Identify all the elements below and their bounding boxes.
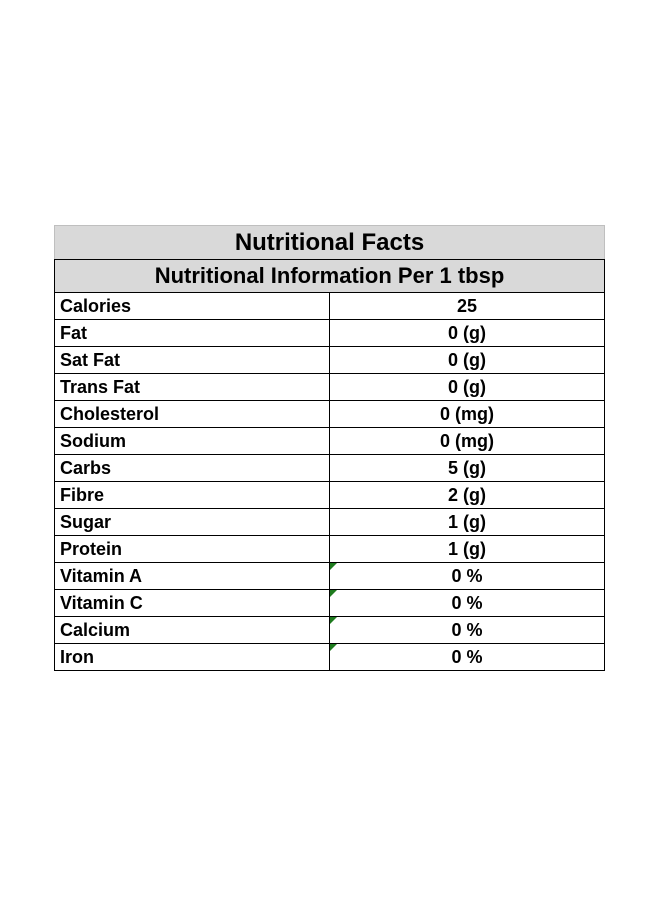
table-row: Fibre 2 (g): [54, 481, 605, 509]
table-row: Sat Fat 0 (g): [54, 346, 605, 374]
nutrient-value: 0 (mg): [440, 403, 494, 424]
table-row: Protein 1 (g): [54, 535, 605, 563]
nutrient-name: Fat: [54, 319, 330, 347]
nutrient-value: 0 %: [451, 619, 483, 640]
nutrient-value-cell: 0 %: [329, 562, 605, 590]
subtitle-row: Nutritional Information Per 1 tbsp: [54, 259, 605, 293]
nutrient-value-cell: 0 (g): [329, 319, 605, 347]
nutrient-value-cell: 0 %: [329, 616, 605, 644]
nutrient-value: 0 %: [451, 565, 483, 586]
nutrient-name: Protein: [54, 535, 330, 563]
nutrient-value-cell: 0 (g): [329, 346, 605, 374]
table-row: Trans Fat 0 (g): [54, 373, 605, 401]
nutrient-value: 0 (g): [448, 322, 486, 343]
table-row: Calories 25: [54, 292, 605, 320]
nutrient-value-cell: 25: [329, 292, 605, 320]
nutrient-value: 0 (g): [448, 376, 486, 397]
cell-flag-icon: [330, 617, 337, 624]
table-row: Vitamin A 0 %: [54, 562, 605, 590]
nutrient-value: 2 (g): [448, 484, 486, 505]
nutrient-name: Carbs: [54, 454, 330, 482]
nutrient-value-cell: 2 (g): [329, 481, 605, 509]
cell-flag-icon: [330, 563, 337, 570]
nutrient-value: 0 (g): [448, 349, 486, 370]
nutrient-name: Fibre: [54, 481, 330, 509]
table-row: Iron 0 %: [54, 643, 605, 671]
nutrient-value: 5 (g): [448, 457, 486, 478]
table-row: Cholesterol 0 (mg): [54, 400, 605, 428]
nutrient-value: 0 %: [451, 592, 483, 613]
table-row: Vitamin C 0 %: [54, 589, 605, 617]
title-row: Nutritional Facts: [54, 225, 605, 260]
nutrient-value: 1 (g): [448, 511, 486, 532]
table-subtitle: Nutritional Information Per 1 tbsp: [54, 259, 605, 293]
cell-flag-icon: [330, 590, 337, 597]
nutrient-name: Sat Fat: [54, 346, 330, 374]
table-row: Fat 0 (g): [54, 319, 605, 347]
nutrient-name: Sugar: [54, 508, 330, 536]
nutrient-value: 0 (mg): [440, 430, 494, 451]
table-row: Calcium 0 %: [54, 616, 605, 644]
nutrient-name: Vitamin C: [54, 589, 330, 617]
nutrient-name: Vitamin A: [54, 562, 330, 590]
nutrient-name: Sodium: [54, 427, 330, 455]
table-row: Carbs 5 (g): [54, 454, 605, 482]
nutrient-value-cell: 0 %: [329, 643, 605, 671]
nutrient-name: Calcium: [54, 616, 330, 644]
nutrient-value-cell: 0 (mg): [329, 427, 605, 455]
nutrient-name: Trans Fat: [54, 373, 330, 401]
nutrient-value: 25: [456, 295, 478, 316]
nutrient-value-cell: 1 (g): [329, 508, 605, 536]
nutrient-value-cell: 0 %: [329, 589, 605, 617]
table-title: Nutritional Facts: [54, 225, 605, 260]
nutrient-value: 0 %: [451, 646, 483, 667]
table-row: Sodium 0 (mg): [54, 427, 605, 455]
nutrient-name: Calories: [54, 292, 330, 320]
nutrition-facts-table: Nutritional Facts Nutritional Informatio…: [54, 225, 605, 671]
nutrient-name: Iron: [54, 643, 330, 671]
nutrient-value-cell: 0 (mg): [329, 400, 605, 428]
nutrient-value-cell: 5 (g): [329, 454, 605, 482]
cell-flag-icon: [330, 644, 337, 651]
table-row: Sugar 1 (g): [54, 508, 605, 536]
nutrient-value-cell: 0 (g): [329, 373, 605, 401]
nutrient-value-cell: 1 (g): [329, 535, 605, 563]
nutrient-name: Cholesterol: [54, 400, 330, 428]
nutrient-value: 1 (g): [448, 538, 486, 559]
